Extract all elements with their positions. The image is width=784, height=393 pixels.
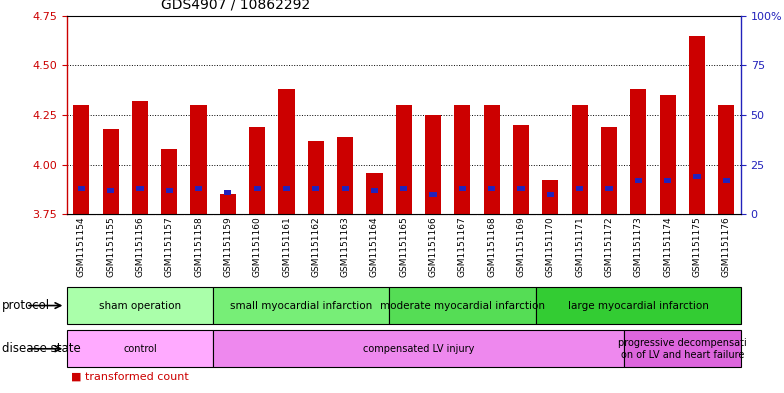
Bar [723,178,730,183]
Bar [213,330,623,367]
Text: GSM1151172: GSM1151172 [604,216,613,277]
Bar [337,137,353,214]
Bar [484,105,499,214]
Bar [572,105,588,214]
Text: GSM1151173: GSM1151173 [633,216,643,277]
Bar [543,180,558,214]
Bar [342,186,349,191]
Bar [67,287,213,324]
Text: GSM1151170: GSM1151170 [546,216,555,277]
Bar [389,287,535,324]
Bar [213,287,389,324]
Text: large myocardial infarction: large myocardial infarction [568,301,709,310]
Text: GSM1151169: GSM1151169 [517,216,525,277]
Bar [103,129,118,214]
Bar [488,186,495,191]
Bar [67,330,213,367]
Text: disease state: disease state [2,342,81,355]
Text: GSM1151154: GSM1151154 [77,216,85,277]
Bar [400,186,408,191]
Bar [689,35,705,214]
Bar [664,178,671,183]
Text: GSM1151166: GSM1151166 [429,216,437,277]
Text: GSM1151160: GSM1151160 [252,216,262,277]
Bar [78,186,85,191]
Text: GSM1151155: GSM1151155 [106,216,115,277]
Bar [576,186,583,191]
Text: GSM1151174: GSM1151174 [663,216,672,277]
Text: GDS4907 / 10862292: GDS4907 / 10862292 [161,0,310,12]
Bar [635,178,642,183]
Bar [366,173,383,214]
Text: protocol: protocol [2,299,50,312]
Bar [659,95,676,214]
Text: GSM1151165: GSM1151165 [399,216,408,277]
Bar [73,105,89,214]
Text: GSM1151168: GSM1151168 [487,216,496,277]
Bar [623,330,741,367]
Bar [165,188,172,193]
Bar [253,186,261,191]
Bar [425,115,441,214]
Bar [630,89,646,214]
Bar [693,174,701,179]
Bar [517,186,524,191]
Text: GSM1151156: GSM1151156 [136,216,144,277]
Text: GSM1151171: GSM1151171 [575,216,584,277]
Bar [249,127,265,214]
Bar [162,149,177,214]
Bar [107,188,114,193]
Text: control: control [123,344,157,354]
Bar [459,186,466,191]
Bar [278,89,295,214]
Text: GSM1151167: GSM1151167 [458,216,467,277]
Bar [605,186,612,191]
Text: sham operation: sham operation [99,301,181,310]
Bar [371,188,378,193]
Bar [430,192,437,197]
Text: GSM1151175: GSM1151175 [692,216,702,277]
Bar [396,105,412,214]
Text: progressive decompensati
on of LV and heart failure: progressive decompensati on of LV and he… [618,338,746,360]
Text: GSM1151159: GSM1151159 [223,216,232,277]
Text: compensated LV injury: compensated LV injury [363,344,474,354]
Bar [224,190,231,195]
Text: GSM1151162: GSM1151162 [311,216,321,277]
Bar [601,127,617,214]
Text: moderate myocardial infarction: moderate myocardial infarction [380,301,545,310]
Text: ■ transformed count: ■ transformed count [71,371,188,381]
Text: GSM1151176: GSM1151176 [722,216,731,277]
Text: GSM1151164: GSM1151164 [370,216,379,277]
Bar [454,105,470,214]
Text: GSM1151161: GSM1151161 [282,216,291,277]
Bar [220,194,236,214]
Text: GSM1151158: GSM1151158 [194,216,203,277]
Text: GSM1151163: GSM1151163 [340,216,350,277]
Bar [136,186,143,191]
Text: small myocardial infarction: small myocardial infarction [230,301,372,310]
Bar [132,101,148,214]
Text: GSM1151157: GSM1151157 [165,216,174,277]
Bar [283,186,290,191]
Bar [513,125,529,214]
Bar [191,105,207,214]
Bar [546,192,554,197]
Bar [308,141,324,214]
Bar [535,287,741,324]
Bar [718,105,735,214]
Bar [195,186,202,191]
Bar [312,186,319,191]
